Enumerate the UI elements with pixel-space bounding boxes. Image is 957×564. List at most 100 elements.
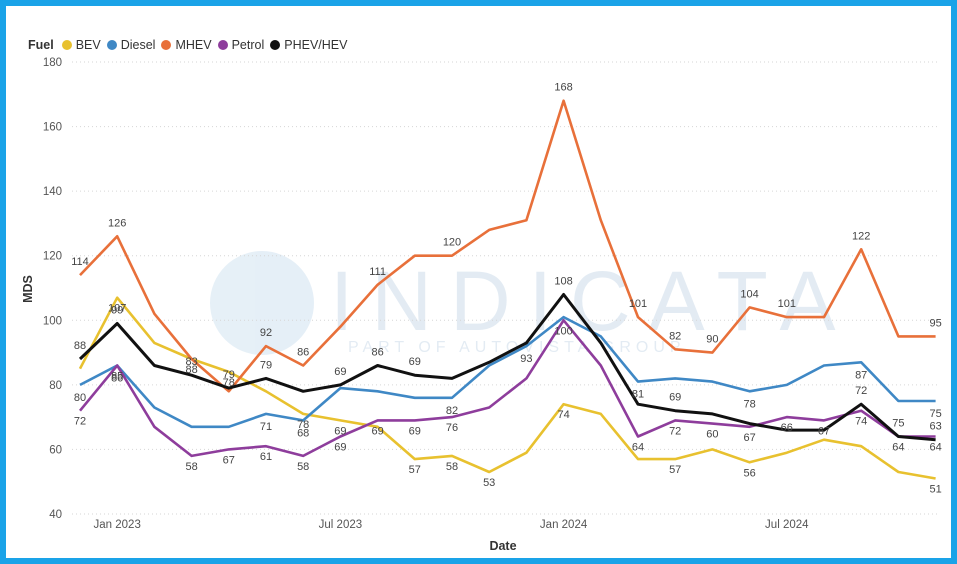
series-line-diesel[interactable] xyxy=(79,315,936,429)
data-label-bev: 53 xyxy=(483,477,495,489)
data-label-phev-hev: 83 xyxy=(185,356,197,368)
data-label-diesel: 71 xyxy=(260,421,272,433)
data-label-petrol: 67 xyxy=(818,425,830,437)
series-line-bev[interactable] xyxy=(78,296,936,480)
data-label-bev: 88 xyxy=(185,364,197,376)
data-label-phev-hev: 79 xyxy=(260,359,272,371)
legend-label-diesel: Diesel xyxy=(120,38,156,52)
legend-dot-mhev xyxy=(161,40,172,50)
data-label-mhev: 126 xyxy=(108,217,126,229)
data-label-diesel: 81 xyxy=(632,389,644,401)
data-label-bev: 74 xyxy=(557,409,569,421)
data-label-mhev: 90 xyxy=(706,334,718,346)
watermark-circle-icon xyxy=(210,251,314,355)
y-tick-label: 180 xyxy=(43,57,62,69)
x-tick-label: Jan 2023 xyxy=(94,519,141,531)
data-label-bev: 57 xyxy=(409,464,421,476)
data-label-phev-hev: 69 xyxy=(334,366,346,378)
data-label-phev-hev: 99 xyxy=(111,305,123,317)
data-label-bev: 78 xyxy=(297,419,309,431)
data-label-petrol: 64 xyxy=(892,442,904,454)
legend-dot-bev xyxy=(61,40,72,50)
data-label-bev: 107 xyxy=(108,303,126,315)
indicata-watermark-logo: INDICATA PART OF AUTOVISTA GROUP xyxy=(210,251,854,356)
data-label-phev-hev: 63 xyxy=(929,421,941,433)
data-label-phev-hev: 86 xyxy=(371,346,383,358)
data-label-petrol: 100 xyxy=(554,325,572,337)
legend-label-mhev: MHEV xyxy=(175,38,212,52)
data-label-bev: 56 xyxy=(743,467,755,479)
data-label-mhev: 120 xyxy=(443,237,461,249)
data-label-mhev: 92 xyxy=(260,327,272,339)
data-label-mhev: 86 xyxy=(297,346,309,358)
x-tick-label: Jul 2024 xyxy=(765,519,809,531)
legend-item-mhev[interactable]: MHEV xyxy=(161,38,212,52)
data-label-mhev: 111 xyxy=(369,266,386,278)
data-label-bev: 78 xyxy=(223,377,235,389)
data-label-petrol: 69 xyxy=(334,442,346,454)
data-label-petrol: 67 xyxy=(223,454,235,466)
data-label-phev-hev: 72 xyxy=(855,385,867,397)
series-line-phev-hev[interactable] xyxy=(78,293,936,442)
legend-title: Fuel xyxy=(28,38,54,52)
data-label-diesel: 80 xyxy=(74,392,86,404)
data-label-phev-hev: 108 xyxy=(554,275,572,287)
y-tick-label: 40 xyxy=(49,509,62,521)
data-label-diesel: 86 xyxy=(111,372,123,384)
data-label-petrol: 72 xyxy=(669,425,681,437)
data-label-phev-hev: 88 xyxy=(74,340,86,352)
legend-label-phev-hev: PHEV/HEV xyxy=(284,38,348,52)
svg-text:PART OF AUTOVISTA GROUP: PART OF AUTOVISTA GROUP xyxy=(348,339,686,356)
data-label-bev: 58 xyxy=(446,461,458,473)
x-axis-title: Date xyxy=(489,539,516,553)
data-label-phev-hev: 75 xyxy=(892,418,904,430)
legend-label-bev: BEV xyxy=(75,38,101,52)
y-tick-label: 60 xyxy=(49,444,62,456)
data-label-petrol: 64 xyxy=(632,442,644,454)
x-tick-label: Jan 2024 xyxy=(540,519,588,531)
legend-item-phev-hev[interactable]: PHEV/HEV xyxy=(270,38,347,52)
data-label-petrol: 76 xyxy=(446,422,458,434)
legend-dot-petrol xyxy=(217,40,228,50)
x-tick-label: Jul 2023 xyxy=(319,519,362,531)
data-label-diesel: 68 xyxy=(297,427,309,439)
legend-item-diesel[interactable]: Diesel xyxy=(106,38,156,52)
data-label-petrol: 60 xyxy=(706,429,718,441)
legend-item-petrol[interactable]: Petrol xyxy=(217,38,264,52)
y-tick-label: 100 xyxy=(43,315,62,327)
data-label-mhev: 101 xyxy=(629,298,647,310)
data-label-diesel: 87 xyxy=(855,369,867,381)
legend-dot-diesel xyxy=(106,40,117,50)
y-axis-title: MDS xyxy=(21,275,35,303)
data-label-petrol: 61 xyxy=(260,451,272,463)
data-label-diesel: 78 xyxy=(743,398,755,410)
data-label-diesel: 93 xyxy=(520,353,532,365)
data-label-petrol: 58 xyxy=(185,461,197,473)
legend-item-bev[interactable]: BEV xyxy=(61,38,101,52)
data-label-mhev: 122 xyxy=(852,230,870,242)
data-label-bev: 57 xyxy=(669,464,681,476)
data-label-petrol: 66 xyxy=(781,422,793,434)
data-label-petrol: 67 xyxy=(743,432,755,444)
y-tick-label: 160 xyxy=(43,122,62,134)
svg-text:INDICATA: INDICATA xyxy=(330,254,854,348)
data-label-petrol: 69 xyxy=(409,425,421,437)
data-label-mhev: 101 xyxy=(778,298,796,310)
legend: Fuel BEV Diesel MHEV Petrol PHEV/HEV xyxy=(28,36,353,54)
series-line-petrol[interactable] xyxy=(78,318,936,458)
y-tick-label: 80 xyxy=(49,380,62,392)
data-label-petrol: 85 xyxy=(111,370,123,382)
data-label-mhev: 95 xyxy=(929,317,941,329)
data-label-diesel: 75 xyxy=(929,408,941,420)
data-label-mhev: 82 xyxy=(669,330,681,342)
data-label-petrol: 72 xyxy=(74,416,86,428)
data-label-bev: 69 xyxy=(334,425,346,437)
y-tick-label: 140 xyxy=(43,186,62,198)
y-tick-label: 120 xyxy=(43,251,62,263)
data-label-phev-hev: 69 xyxy=(409,356,421,368)
data-label-mhev: 114 xyxy=(71,256,89,268)
data-label-petrol: 69 xyxy=(371,425,383,437)
data-label-petrol: 74 xyxy=(855,416,867,428)
